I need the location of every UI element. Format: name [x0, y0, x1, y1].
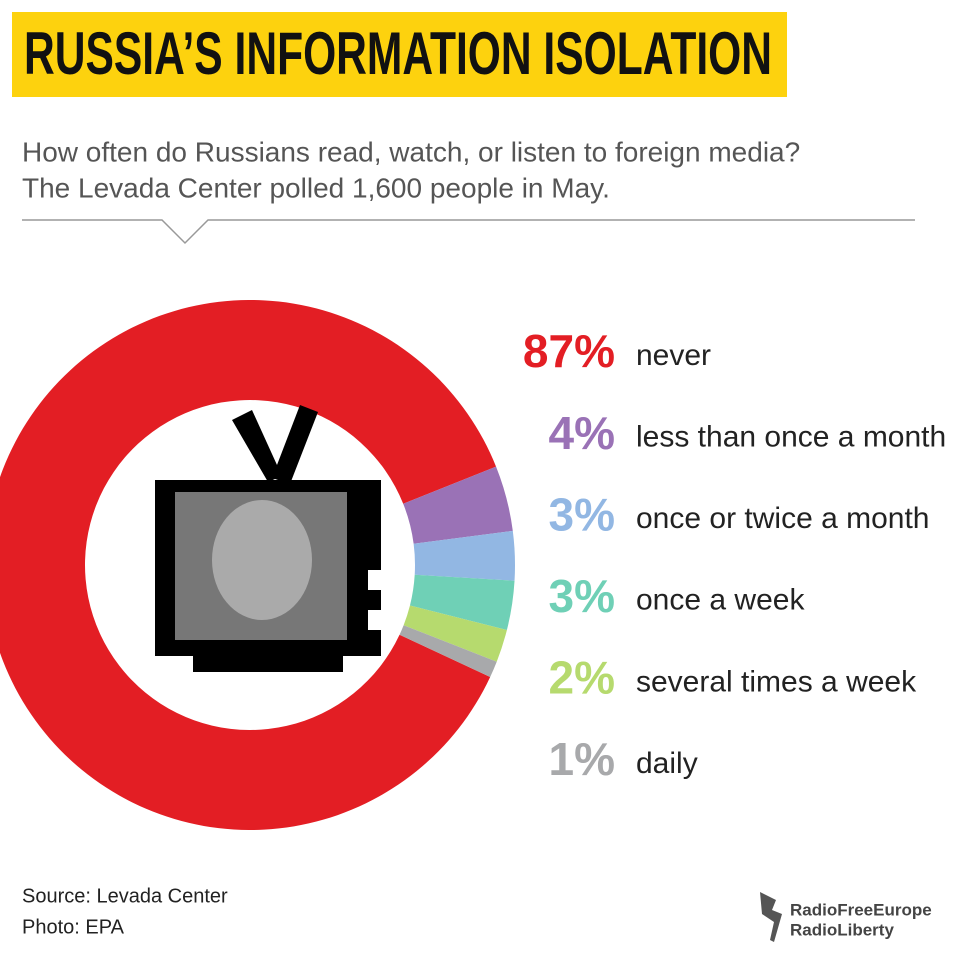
- title-band: [12, 12, 787, 97]
- legend-value: 1%: [549, 733, 615, 785]
- legend-label: once or twice a month: [636, 502, 929, 535]
- legend-label: daily: [636, 747, 698, 780]
- legend-value: 2%: [549, 652, 615, 704]
- donut-slice: [413, 530, 515, 581]
- donut-slice: [399, 625, 497, 677]
- legend-value: 4%: [549, 407, 615, 459]
- donut-slice: [403, 466, 513, 544]
- legend-label: never: [636, 339, 711, 372]
- legend-label: less than once a month: [636, 421, 946, 454]
- donut-slice: [409, 574, 515, 631]
- legend: 87% never 4% less than once a month 3% once o…: [523, 325, 946, 785]
- donut-slice: [403, 605, 507, 662]
- photo-credit: Photo: EPA: [22, 916, 125, 938]
- tv-icon: [155, 405, 388, 672]
- source: Source: Levada Center: [22, 885, 228, 907]
- legend-value: 3%: [549, 570, 615, 622]
- subtitle: The Levada Center polled 1,600 people in…: [22, 172, 610, 203]
- subtitle: How often do Russians read, watch, or li…: [22, 136, 800, 167]
- legend-value: 3%: [549, 488, 615, 540]
- legend-label: once a week: [636, 584, 805, 617]
- legend-value: 87%: [523, 325, 615, 377]
- chart-title: RUSSIA’S INFORMATION ISOLATION: [24, 20, 772, 87]
- donut: [0, 300, 515, 830]
- legend-label: several times a week: [636, 665, 917, 698]
- logo-text: RadioLiberty: [790, 920, 894, 939]
- logo: RadioFreeEurope RadioLiberty: [760, 892, 932, 942]
- logo-text: RadioFreeEurope: [790, 900, 932, 919]
- donut-slice: [0, 300, 497, 830]
- divider: [22, 219, 915, 245]
